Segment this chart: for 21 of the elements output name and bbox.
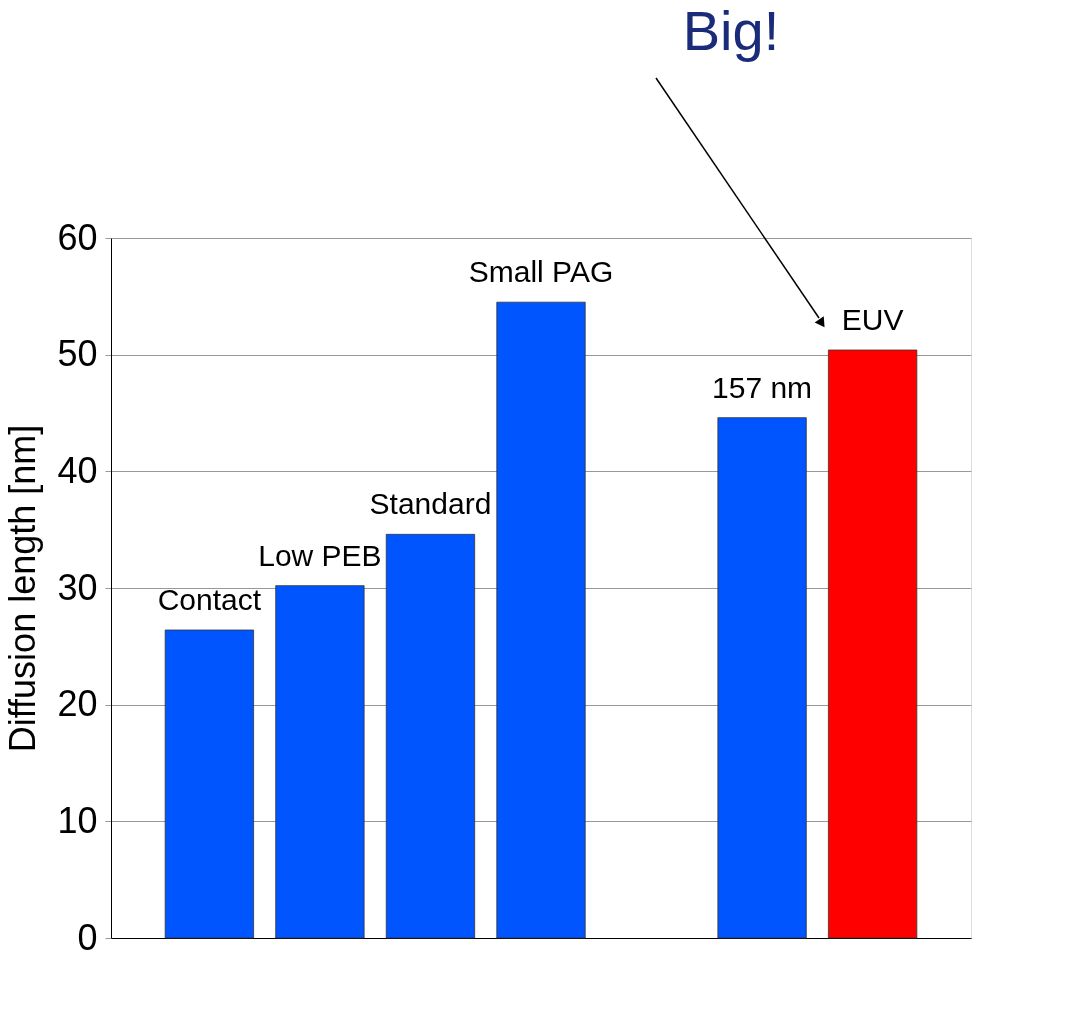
x-tick-label: Standard [369, 487, 492, 521]
y-tick-label: 0 [77, 916, 98, 958]
bar [164, 629, 254, 939]
x-tick-label: 157 nm [712, 370, 813, 404]
bar [717, 417, 807, 939]
y-axis-title: Diffusion length [nm] [2, 424, 44, 753]
x-tick-label: Small PAG [468, 255, 614, 289]
y-tick-label: 60 [57, 216, 98, 258]
y-tick-label: 30 [57, 566, 98, 608]
text: Big! [682, 0, 780, 62]
bar [496, 301, 586, 939]
y-tick-label: 10 [57, 799, 98, 841]
y-tick-label: 50 [57, 333, 98, 375]
x-tick-label: EUV [841, 303, 904, 336]
bar [385, 533, 476, 939]
bar [275, 585, 365, 939]
y-tick-label: 40 [57, 449, 98, 491]
bar [828, 349, 918, 939]
x-tick-label: Low PEB [258, 538, 382, 572]
y-tick-label: 20 [57, 683, 98, 725]
x-tick-label: Contact [157, 583, 262, 616]
